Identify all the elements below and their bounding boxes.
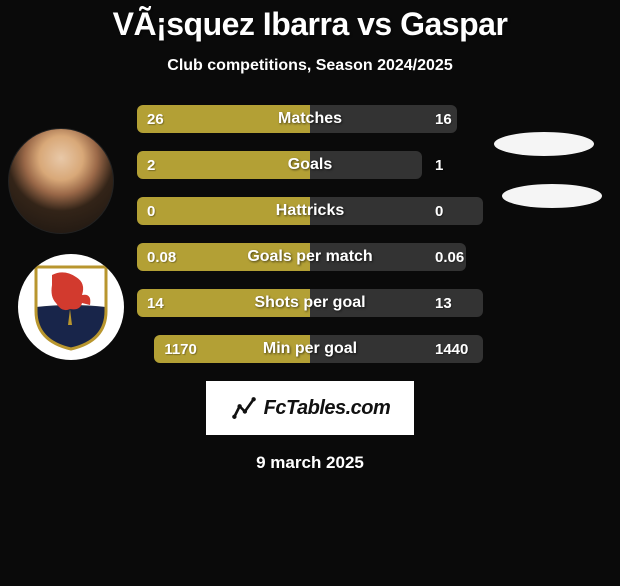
branding-box: FcTables.com bbox=[206, 381, 414, 435]
stat-value-right: 1440 bbox=[435, 335, 610, 363]
stat-row: 26 16 Matches bbox=[0, 105, 620, 133]
fctables-logo-icon bbox=[230, 394, 258, 422]
stat-value-left: 1170 bbox=[164, 341, 197, 358]
stat-value-left: 26 bbox=[147, 111, 164, 128]
stat-bar-left: 2 bbox=[137, 151, 310, 179]
comparison-infographic: VÃ¡squez Ibarra vs Gaspar Club competiti… bbox=[0, 6, 620, 473]
stat-row: 2 1 Goals bbox=[0, 151, 620, 179]
stat-value-right: 16 bbox=[435, 105, 610, 133]
stat-row: 0.08 0.06 Goals per match bbox=[0, 243, 620, 271]
stat-value-left: 0.08 bbox=[147, 249, 176, 266]
stat-label: Min per goal bbox=[263, 335, 357, 363]
comparison-chart: 26 16 Matches 2 1 Goals 0 0 Hattricks 0.08 0.06 Goa… bbox=[0, 105, 620, 363]
stat-label: Hattricks bbox=[276, 197, 344, 225]
date-label: 9 march 2025 bbox=[0, 453, 620, 473]
stat-label: Goals per match bbox=[247, 243, 372, 271]
stat-value-left: 0 bbox=[147, 203, 155, 220]
stat-row: 1170 1440 Min per goal bbox=[0, 335, 620, 363]
stat-label: Goals bbox=[288, 151, 332, 179]
stat-label: Shots per goal bbox=[254, 289, 365, 317]
stat-value-left: 14 bbox=[147, 295, 164, 312]
stat-value-right: 0.06 bbox=[435, 243, 610, 271]
branding-text: FcTables.com bbox=[264, 397, 391, 420]
stat-value-left: 2 bbox=[147, 157, 155, 174]
stat-row: 0 0 Hattricks bbox=[0, 197, 620, 225]
stat-row: 14 13 Shots per goal bbox=[0, 289, 620, 317]
stat-value-right: 13 bbox=[435, 289, 610, 317]
stat-label: Matches bbox=[278, 105, 342, 133]
page-title: VÃ¡squez Ibarra vs Gaspar bbox=[0, 6, 620, 43]
subtitle: Club competitions, Season 2024/2025 bbox=[0, 57, 620, 75]
stat-value-right: 0 bbox=[435, 197, 610, 225]
stat-value-right: 1 bbox=[435, 151, 610, 179]
